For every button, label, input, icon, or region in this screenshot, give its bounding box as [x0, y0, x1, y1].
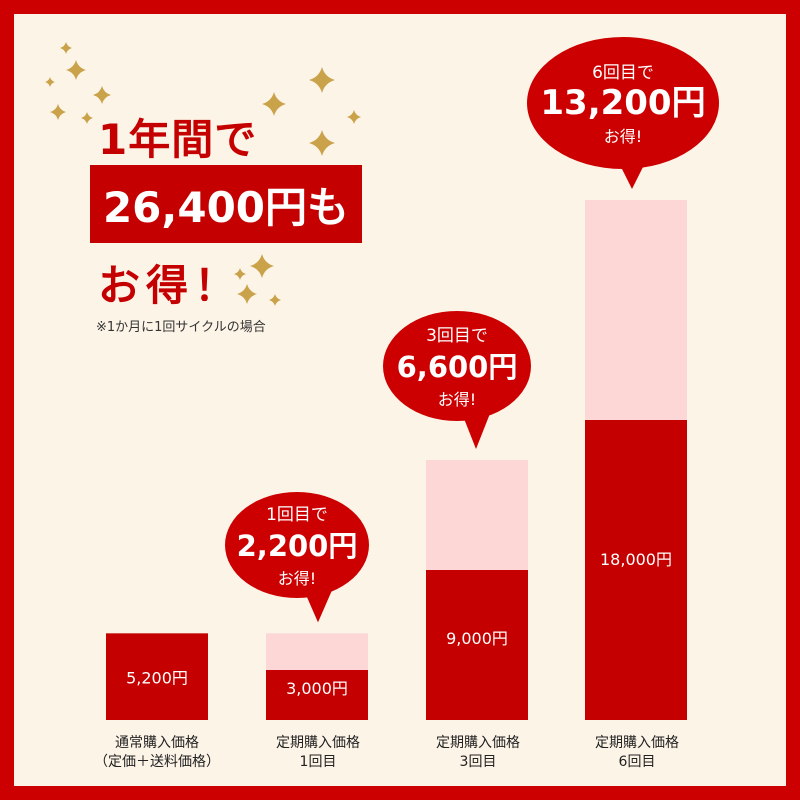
- sparkle-icon: [81, 112, 93, 124]
- category-label-line2: （定価＋送料価格）: [94, 754, 220, 770]
- sparkle-icon: [269, 294, 281, 306]
- sparkle-icon: [237, 284, 257, 304]
- bar-savings: [426, 460, 528, 570]
- category-label-line2: 1回目: [299, 754, 337, 770]
- bar-value-label: 18,000円: [600, 550, 672, 569]
- sparkle-icon: [45, 77, 55, 87]
- sparkle-icon: [262, 92, 286, 116]
- category-label-line1: 通常購入価格: [115, 735, 199, 751]
- bar-savings: [266, 633, 368, 670]
- callout-text: 6回目で: [592, 63, 654, 83]
- callout-text: 3回目で: [426, 326, 488, 346]
- sparkle-icon: [234, 268, 246, 280]
- bar-paid: [585, 420, 687, 720]
- callout-pointer: [461, 411, 491, 449]
- cycle-note: ※1か月に1回サイクルの場合: [96, 320, 266, 335]
- category-label-subscription-3: 定期購入価格 3回目: [393, 734, 563, 772]
- category-label-line1: 定期購入価格: [436, 735, 520, 751]
- callout-bubble: [225, 492, 369, 598]
- bar-paid: [266, 670, 368, 720]
- callout-text: 6,600円: [397, 350, 518, 384]
- sparkle-icon: [250, 254, 274, 278]
- callout-bubble: [383, 311, 531, 421]
- sparkle-icon: [309, 67, 335, 93]
- savings-highlight: 26,400円も: [90, 165, 362, 243]
- callout-bubble: [527, 37, 719, 169]
- callout-text: お得!: [438, 390, 476, 409]
- bar-value-label: 5,200円: [126, 668, 188, 687]
- bar-value-label: 9,000円: [446, 629, 508, 648]
- headline-bottom: お得！: [98, 261, 243, 310]
- bar-paid: [106, 633, 208, 720]
- sparkle-icon: [93, 86, 111, 104]
- bar-savings: [585, 200, 687, 420]
- category-label-subscription-1: 定期購入価格 1回目: [233, 734, 403, 772]
- category-label-line2: 6回目: [618, 754, 656, 770]
- category-label-line1: 定期購入価格: [595, 735, 679, 751]
- category-label-regular: 通常購入価格 （定価＋送料価格）: [72, 734, 242, 772]
- bar-value-label: 3,000円: [286, 679, 348, 698]
- category-label-line2: 3回目: [459, 754, 497, 770]
- callout-text: 1回目で: [266, 505, 328, 525]
- sparkle-icon: [66, 60, 86, 80]
- callout-text: 2,200円: [237, 529, 358, 563]
- bar-paid: [426, 570, 528, 720]
- sparkle-icon: [60, 42, 72, 54]
- sparkle-icon: [309, 130, 335, 156]
- category-label-subscription-6: 定期購入価格 6回目: [552, 734, 722, 772]
- category-label-line1: 定期購入価格: [276, 735, 360, 751]
- callout-text: 13,200円: [540, 83, 705, 123]
- headline-top: 1年間で: [98, 115, 258, 164]
- sparkle-icon: [50, 104, 66, 120]
- callout-text: お得!: [604, 127, 642, 146]
- sparkle-icon: [347, 110, 361, 124]
- callout-text: お得!: [278, 569, 316, 588]
